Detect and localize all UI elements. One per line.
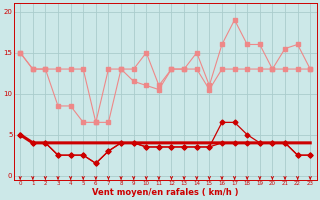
X-axis label: Vent moyen/en rafales ( km/h ): Vent moyen/en rafales ( km/h ) [92,188,238,197]
